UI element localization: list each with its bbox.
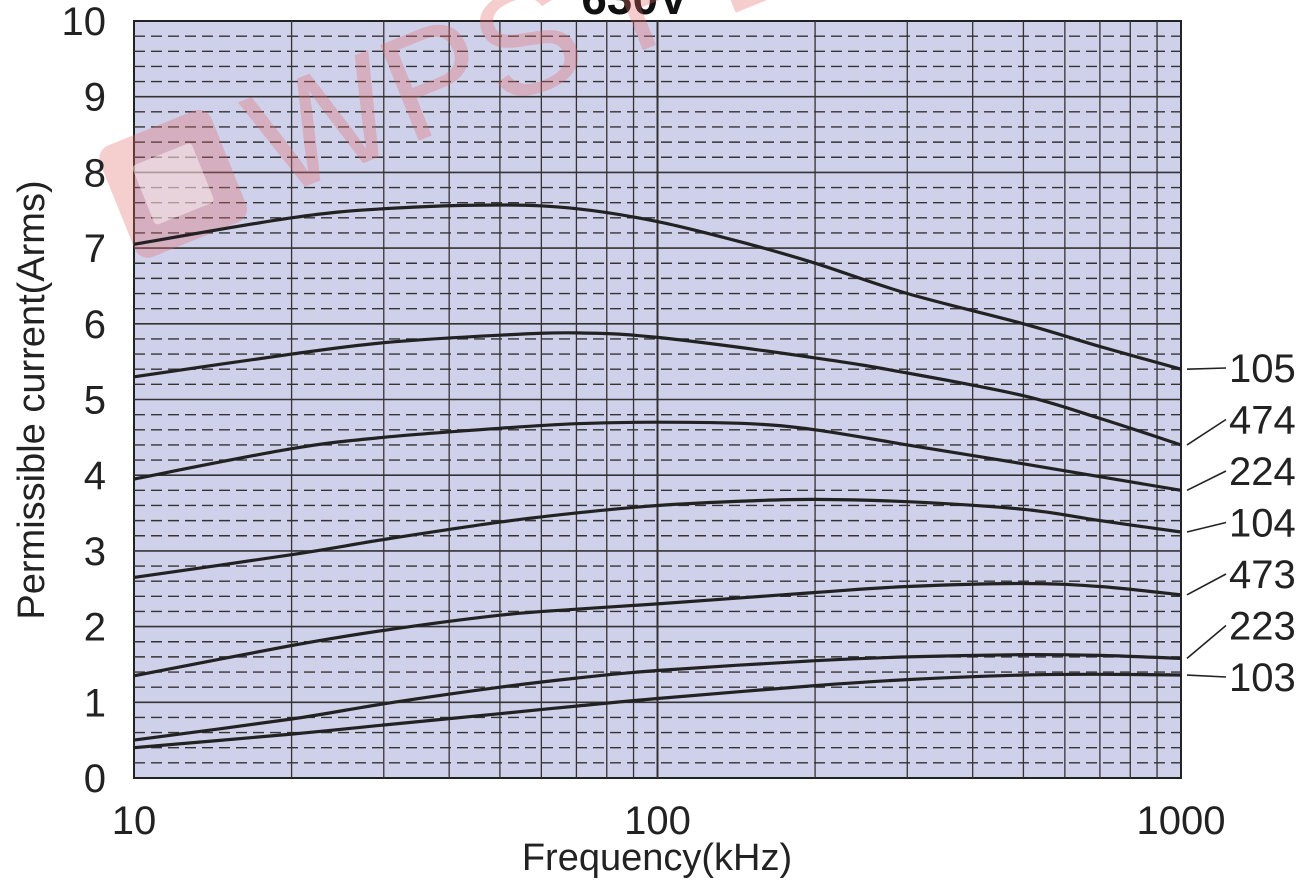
x-tick-label: 1000 bbox=[1137, 799, 1226, 843]
series-label-473: 473 bbox=[1229, 553, 1296, 597]
series-label-105: 105 bbox=[1229, 347, 1296, 391]
y-tick-label: 9 bbox=[84, 76, 106, 120]
series-line-223 bbox=[133, 652, 1182, 742]
series-leader-lines bbox=[1186, 367, 1227, 678]
series-line-104 bbox=[133, 497, 1182, 579]
y-tick-label: 2 bbox=[84, 606, 106, 650]
y-tick-label: 1 bbox=[84, 681, 106, 725]
series-line-105 bbox=[133, 203, 1182, 371]
y-tick-label: 0 bbox=[84, 757, 106, 801]
series-line-103 bbox=[133, 672, 1182, 750]
y-tick-label: 6 bbox=[84, 303, 106, 347]
y-tick-label: 3 bbox=[84, 530, 106, 574]
y-tick-label: 5 bbox=[84, 379, 106, 423]
leader-line-473 bbox=[1186, 573, 1227, 596]
series-line-224 bbox=[133, 420, 1182, 492]
series-label-223: 223 bbox=[1229, 605, 1296, 649]
leader-line-223 bbox=[1186, 624, 1227, 660]
x-axis-label: Frequency(kHz) bbox=[522, 837, 792, 879]
pdf-logo-icon bbox=[99, 110, 248, 258]
y-tick-label: 8 bbox=[84, 151, 106, 195]
series-label-103: 103 bbox=[1229, 656, 1296, 700]
leader-line-224 bbox=[1186, 470, 1227, 492]
y-tick-label: 4 bbox=[84, 454, 106, 498]
leader-line-103 bbox=[1186, 674, 1227, 678]
leader-line-104 bbox=[1186, 521, 1227, 533]
y-axis-label: Permissible current(Arms) bbox=[11, 180, 53, 619]
x-tick-labels: 10 100 1000 bbox=[112, 799, 1226, 843]
x-tick-label: 10 bbox=[112, 799, 157, 843]
series-labels: 105 474 224 104 473 223 103 bbox=[1229, 347, 1296, 700]
series-line-474 bbox=[133, 331, 1182, 447]
x-tick-label: 100 bbox=[624, 799, 691, 843]
y-tick-label: 10 bbox=[62, 0, 107, 44]
series-label-104: 104 bbox=[1229, 502, 1296, 546]
minor-gridlines bbox=[134, 21, 1181, 778]
series-label-224: 224 bbox=[1229, 450, 1296, 494]
leader-line-474 bbox=[1186, 418, 1227, 446]
series-label-474: 474 bbox=[1229, 399, 1296, 443]
major-gridlines bbox=[134, 21, 1181, 778]
curves bbox=[133, 203, 1182, 750]
y-tick-label: 7 bbox=[84, 227, 106, 271]
leader-line-105 bbox=[1186, 367, 1227, 371]
y-tick-labels: 0 1 2 3 4 5 6 7 8 9 10 bbox=[62, 0, 107, 801]
series-line-473 bbox=[133, 581, 1182, 678]
